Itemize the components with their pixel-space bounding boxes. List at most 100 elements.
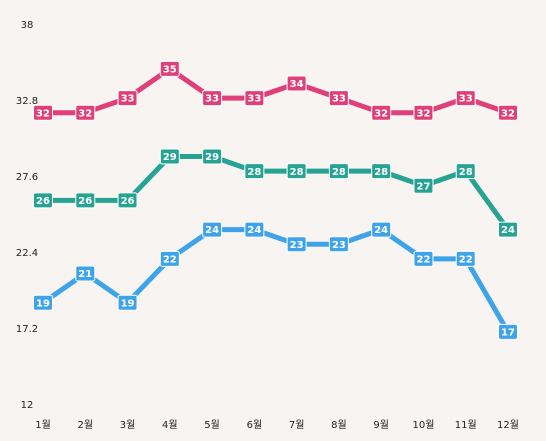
data-label-box <box>202 148 223 165</box>
data-label: 22 <box>159 250 180 267</box>
x-tick-label: 7월 <box>289 419 305 431</box>
x-axis-ticks: 1월 2월 3월 4월 5월 6월 7월 8월 9월 10월 11월 12월 <box>35 419 519 431</box>
x-tick-label: 10월 <box>412 419 434 431</box>
data-label-text: 32 <box>416 108 430 119</box>
series-line <box>40 227 511 335</box>
data-label-box <box>328 163 349 180</box>
data-label-box <box>33 192 53 209</box>
data-label-box <box>455 250 476 267</box>
data-label: 26 <box>33 192 53 209</box>
data-label-box <box>244 163 265 180</box>
data-label-text: 28 <box>374 167 388 178</box>
series-line <box>40 154 511 233</box>
data-label: 32 <box>498 104 518 121</box>
data-label-box <box>75 265 96 282</box>
data-label-box <box>117 192 138 209</box>
data-label-box <box>159 148 180 165</box>
data-label: 32 <box>413 104 434 121</box>
data-label-box <box>286 236 307 253</box>
x-tick-label: 8월 <box>331 419 347 431</box>
data-label-box <box>371 221 392 238</box>
data-label-text: 27 <box>416 181 430 192</box>
data-label-box <box>413 250 434 267</box>
data-label: 28 <box>244 163 265 180</box>
data-label-text: 28 <box>290 167 304 178</box>
data-label: 33 <box>202 90 223 107</box>
data-label: 32 <box>33 104 53 121</box>
data-label: 32 <box>371 104 392 121</box>
data-label-text: 17 <box>501 328 515 339</box>
data-label-text: 24 <box>501 225 515 236</box>
data-label: 29 <box>159 148 180 165</box>
x-tick-label: 1월 <box>35 419 51 431</box>
data-label: 32 <box>75 104 96 121</box>
data-label-box <box>244 90 265 107</box>
data-label-box <box>371 104 392 121</box>
data-label: 19 <box>33 294 53 311</box>
data-label: 22 <box>455 250 476 267</box>
y-tick-label: 17.2 <box>16 324 38 335</box>
data-label: 26 <box>117 192 138 209</box>
data-label-text: 22 <box>459 254 473 265</box>
data-label: 33 <box>117 90 138 107</box>
data-label-text: 26 <box>78 196 92 207</box>
data-label-box <box>117 90 138 107</box>
data-label-text: 34 <box>290 79 304 90</box>
data-label-box <box>371 163 392 180</box>
data-label-text: 32 <box>374 108 388 119</box>
data-label-box <box>328 90 349 107</box>
x-tick-label: 3월 <box>120 419 136 431</box>
data-label-text: 24 <box>374 225 388 236</box>
data-label: 22 <box>413 250 434 267</box>
data-label: 27 <box>413 177 434 194</box>
x-tick-label: 12월 <box>497 419 519 431</box>
data-label: 28 <box>371 163 392 180</box>
data-label-text: 28 <box>247 167 261 178</box>
data-label-box <box>75 192 96 209</box>
data-label: 28 <box>286 163 307 180</box>
data-label-text: 29 <box>205 152 219 163</box>
data-label-box <box>498 323 518 340</box>
data-label: 33 <box>455 90 476 107</box>
data-label-text: 32 <box>36 108 50 119</box>
data-label: 33 <box>328 90 349 107</box>
data-label-box <box>498 104 518 121</box>
data-label-text: 33 <box>332 94 346 105</box>
x-tick-label: 11월 <box>455 419 477 431</box>
y-axis-ticks: 12 17.2 22.4 27.6 32.8 38 <box>16 20 38 411</box>
data-label-text: 19 <box>121 298 135 309</box>
data-label-text: 33 <box>459 94 473 105</box>
x-tick-label: 6월 <box>247 419 263 431</box>
data-label-text: 35 <box>163 64 177 75</box>
data-label-box <box>455 90 476 107</box>
x-tick-label: 2월 <box>77 419 93 431</box>
y-tick-label: 27.6 <box>16 172 38 183</box>
series-layer: 32 32 33 35 33 33 34 33 32 32 33 32 26 26 26 29 29 28 28 28… <box>33 60 518 340</box>
data-label-box <box>33 294 53 311</box>
data-label: 24 <box>244 221 265 238</box>
data-label: 33 <box>244 90 265 107</box>
data-label: 26 <box>75 192 96 209</box>
data-label-text: 26 <box>121 196 135 207</box>
data-label: 34 <box>286 75 307 92</box>
series-line <box>40 66 511 116</box>
data-label-text: 33 <box>205 94 219 105</box>
data-label: 28 <box>455 163 476 180</box>
series-3: 19 21 19 22 24 24 23 23 24 22 22 17 <box>33 221 518 340</box>
data-label-text: 28 <box>459 167 473 178</box>
data-label-box <box>202 221 223 238</box>
data-label-text: 23 <box>332 240 346 251</box>
data-label: 24 <box>498 221 518 238</box>
y-tick-label: 32.8 <box>16 96 38 107</box>
data-label-box <box>202 90 223 107</box>
data-label-text: 22 <box>416 254 430 265</box>
data-label-box <box>498 221 518 238</box>
data-label: 23 <box>328 236 349 253</box>
data-label-box <box>159 60 180 77</box>
data-label-text: 24 <box>247 225 261 236</box>
data-label: 28 <box>328 163 349 180</box>
data-label: 24 <box>202 221 223 238</box>
data-label-text: 21 <box>78 269 92 280</box>
data-label-text: 28 <box>332 167 346 178</box>
